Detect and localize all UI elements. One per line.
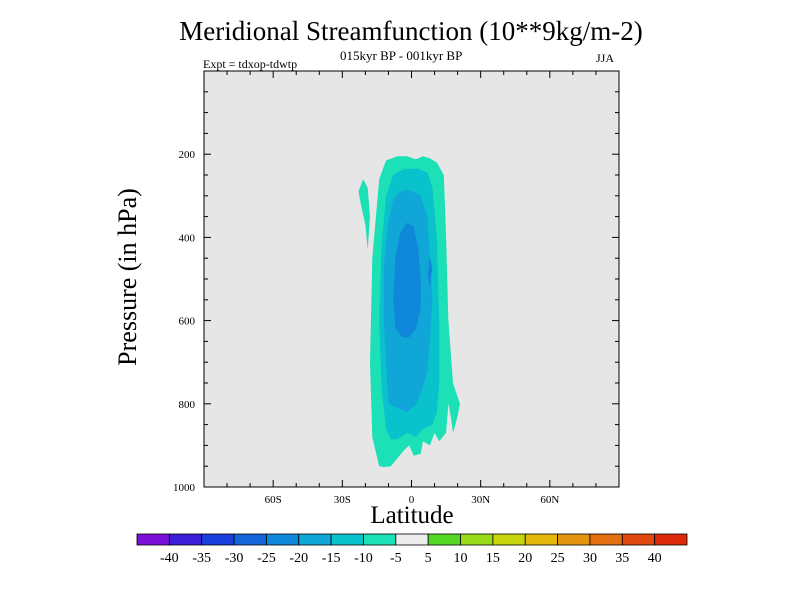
colorbar-swatch — [395, 533, 429, 546]
colorbar-label: -35 — [192, 551, 211, 566]
colorbar-swatch — [427, 533, 461, 546]
colorbar-swatch — [460, 533, 494, 546]
contour-fills — [358, 156, 460, 468]
colorbar-swatch — [136, 533, 170, 546]
colorbar-label: 30 — [583, 551, 597, 566]
colorbar-label: 25 — [551, 551, 565, 566]
colorbar-swatch — [298, 533, 332, 546]
colorbar-swatch — [363, 533, 397, 546]
colorbar-swatch — [524, 533, 558, 546]
colorbar-label: -10 — [354, 551, 373, 566]
colorbar-label: -15 — [322, 551, 341, 566]
colorbar-swatch — [201, 533, 235, 546]
colorbar-label: 40 — [648, 551, 662, 566]
y-tick-label: 600 — [179, 316, 196, 328]
x-tick-label: 30S — [334, 494, 351, 506]
season-label: JJA — [596, 51, 615, 65]
colorbar-swatch — [621, 533, 656, 546]
colorbar-label: 10 — [454, 551, 468, 566]
axis-ticks: 60S 30S 0 30N 60N 200 400 600 800 1000 — [173, 70, 620, 506]
x-tick-label: 60N — [540, 494, 559, 506]
chart-title: Meridional Streamfunction (10**9kg/m-2) — [179, 16, 643, 46]
colorbar-swatch — [589, 533, 623, 546]
y-tick-label: 800 — [179, 399, 196, 411]
y-tick-label: 400 — [179, 232, 196, 244]
colorbar-label: 20 — [518, 551, 532, 566]
x-tick-label: 0 — [409, 494, 415, 506]
colorbar-label: 35 — [615, 551, 629, 566]
colorbar-swatch — [654, 533, 688, 546]
chart-subtitle: 015kyr BP - 001kyr BP — [340, 48, 463, 63]
colorbar-label: -20 — [289, 551, 308, 566]
y-tick-label: 200 — [179, 149, 196, 161]
colorbar-label: -25 — [257, 551, 276, 566]
contour-cell-minus20 — [393, 222, 421, 338]
y-tick-label: 1000 — [173, 482, 196, 494]
colorbar-label: -40 — [160, 551, 179, 566]
colorbar-swatch — [492, 533, 526, 546]
experiment-label: Expt = tdxop-tdwtp — [203, 57, 298, 71]
colorbar-swatch — [233, 533, 267, 546]
contour-cell-minus5-island — [358, 179, 370, 250]
colorbar-swatch — [557, 533, 591, 546]
colorbar-label: -5 — [390, 551, 402, 566]
colorbar-swatch — [168, 533, 203, 546]
colorbar: -40 -35 -30 -25 -20 -15 -10 -5 5 10 15 20 25 30 35 40 — [136, 533, 688, 566]
x-axis-label: Latitude — [370, 502, 454, 529]
colorbar-label: -30 — [225, 551, 244, 566]
x-tick-label: 60S — [265, 494, 282, 506]
colorbar-swatch — [330, 533, 364, 546]
colorbar-label: 15 — [486, 551, 500, 566]
contour-cell-minus20-patch — [427, 256, 433, 288]
colorbar-swatch — [266, 533, 300, 546]
x-tick-label: 30N — [471, 494, 490, 506]
colorbar-label: 5 — [425, 551, 432, 566]
